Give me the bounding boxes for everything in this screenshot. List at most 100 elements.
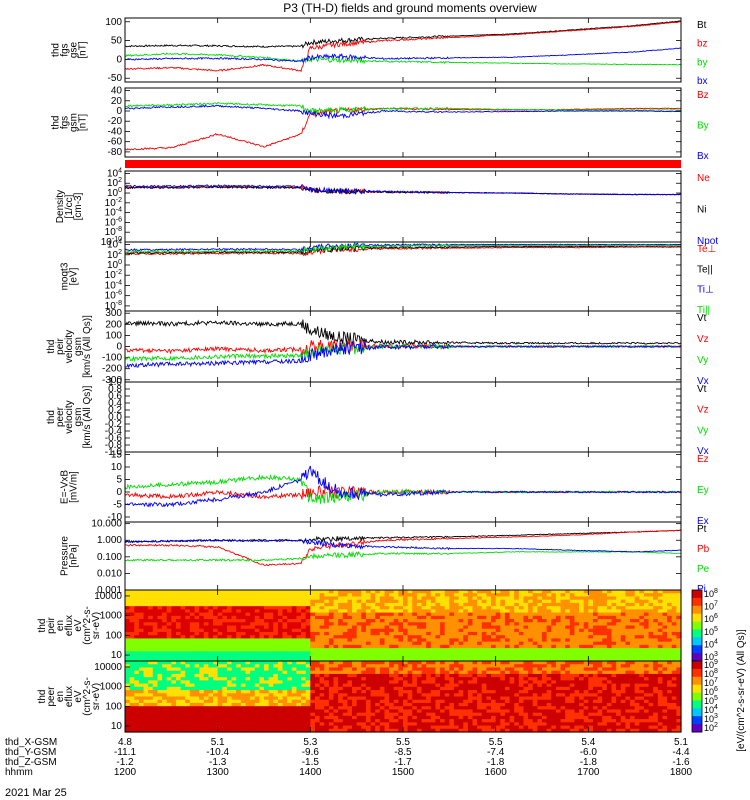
spectrogram-cell <box>328 641 335 646</box>
spectrogram-cell <box>477 657 483 662</box>
spectrogram-cell <box>203 677 209 681</box>
spectrogram-cell <box>125 638 131 643</box>
spectrogram-cell <box>305 670 311 675</box>
spectrogram-cell <box>481 715 487 720</box>
spectrogram-cell <box>203 625 209 630</box>
spectrogram-cell <box>403 667 409 672</box>
spectrogram-cell <box>458 693 464 698</box>
spectrogram-cell <box>273 606 279 610</box>
spectrogram-cell <box>222 690 228 694</box>
spectrogram-cell <box>328 648 335 652</box>
spectrogram-cell <box>129 641 135 646</box>
legend-entry: By <box>697 121 709 132</box>
spectrogram-cell <box>592 622 599 627</box>
spectrogram-cell <box>291 631 298 636</box>
spectrogram-cell <box>282 677 288 681</box>
spectrogram-cell <box>430 725 437 730</box>
spectrogram-cell <box>314 654 321 659</box>
spectrogram-cell <box>379 651 386 656</box>
spectrogram-cell <box>268 635 274 640</box>
spectrogram-cell <box>231 590 237 594</box>
spectrogram-cell <box>449 728 455 733</box>
spectrogram-cell <box>537 590 543 594</box>
spectrogram-cell <box>296 593 302 598</box>
spectrogram-cell <box>643 651 650 656</box>
y-tick-label: -5 <box>113 500 122 511</box>
spectrogram-cell <box>328 606 335 610</box>
spectrogram-cell <box>259 693 265 698</box>
spectrogram-cell <box>250 673 256 678</box>
spectrogram-cell <box>157 686 163 691</box>
spectrogram-cell <box>273 661 279 665</box>
spectrogram-cell <box>134 593 140 598</box>
spectrogram-cell <box>375 728 381 733</box>
spectrogram-cell <box>403 638 409 643</box>
spectrogram-cell <box>175 612 182 617</box>
spectrogram-cell <box>162 686 168 691</box>
y-tick-label: 102 <box>107 177 122 189</box>
spectrogram-cell <box>305 699 311 704</box>
spectrogram-cell <box>157 599 163 604</box>
spectrogram-cell <box>453 680 460 685</box>
spectrogram-cell <box>569 654 576 659</box>
spectrogram-cell <box>208 628 214 633</box>
spectrogram-cell <box>662 638 668 643</box>
spectrogram-cell <box>495 702 501 707</box>
spectrogram-cell <box>500 686 506 691</box>
spectrogram-cell <box>491 651 497 656</box>
spectrogram-cell <box>213 609 219 614</box>
y-tick-label: 100 <box>105 330 122 341</box>
spectrogram-cell <box>555 651 562 656</box>
spectrogram-cell <box>305 719 311 723</box>
spectrogram-cell <box>379 715 386 720</box>
spectrogram-cell <box>676 648 682 652</box>
spectrogram-cell <box>203 661 209 665</box>
spectrogram-cell <box>449 590 455 594</box>
spectrogram-cell <box>579 625 585 630</box>
spectrogram-cell <box>653 593 659 598</box>
spectrogram-cell <box>444 693 450 698</box>
spectrogram-cell <box>416 593 423 598</box>
spectrogram-cell <box>287 599 293 604</box>
spectrogram-cell <box>500 664 506 669</box>
spectrogram-cell <box>245 722 251 727</box>
spectrogram-cell <box>379 599 386 604</box>
spectrogram-cell <box>416 606 423 610</box>
spectrogram-cell <box>643 615 650 620</box>
spectrogram-cell <box>588 638 594 643</box>
spectrogram-cell <box>236 667 242 672</box>
spectrogram-cell <box>416 670 423 675</box>
spectrogram-cell <box>222 631 228 636</box>
spectrogram-cell <box>370 702 376 707</box>
spectrogram-cell <box>287 638 293 643</box>
spectrogram-cell <box>514 596 520 601</box>
spectrogram-cell <box>231 619 237 623</box>
spectrogram-cell <box>208 725 214 730</box>
spectrogram-cell <box>125 635 131 640</box>
spectrogram-cell <box>463 635 469 640</box>
spectrogram-cell <box>477 690 483 694</box>
spectrogram-cell <box>625 619 631 623</box>
spectrogram-cell <box>259 596 265 601</box>
spectrogram-cell <box>375 644 381 649</box>
spectrogram-cell <box>481 619 487 623</box>
spectrogram-cell <box>138 677 145 681</box>
spectrogram-cell <box>639 609 645 614</box>
spectrogram-cell <box>250 728 256 733</box>
spectrogram-cell <box>430 670 437 675</box>
spectrogram-cell <box>426 631 432 636</box>
spectrogram-cell <box>379 657 386 662</box>
spectrogram-cell <box>333 615 339 620</box>
spectrogram-cell <box>282 693 288 698</box>
spectrogram-cell <box>291 709 298 714</box>
spectrogram-cell <box>291 702 298 707</box>
y-axis-label: [nT] <box>78 114 89 131</box>
spectrogram-cell <box>324 631 330 636</box>
spectrogram-cell <box>254 648 260 652</box>
legend-entry: Te|| <box>697 264 713 275</box>
spectrogram-cell <box>407 712 413 717</box>
spectrogram-cell <box>588 651 594 656</box>
spectrogram-cell <box>194 715 200 720</box>
spectrogram-cell <box>486 680 492 685</box>
spectrogram-cell <box>435 690 441 694</box>
